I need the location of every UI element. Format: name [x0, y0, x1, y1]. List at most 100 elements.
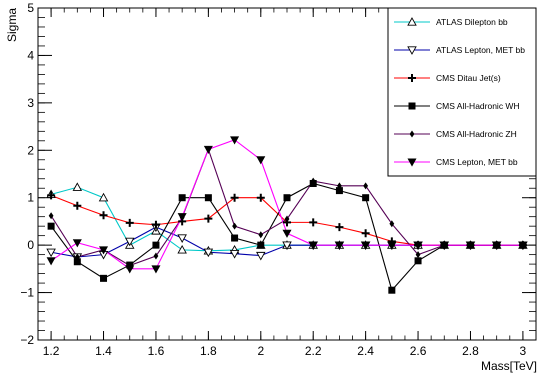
data-point: [48, 212, 54, 220]
y-tick-label: 4: [27, 48, 34, 62]
data-point: [229, 250, 240, 259]
data-point: [256, 156, 266, 165]
data-point: [177, 244, 187, 254]
data-point: [203, 248, 214, 258]
data-point: [387, 241, 397, 250]
data-point: [389, 220, 395, 228]
data-point: [100, 274, 108, 282]
legend-label: CMS All-Hadronic WH: [436, 101, 520, 111]
data-point: [46, 257, 56, 266]
data-point: [413, 241, 423, 250]
data-point: [414, 257, 422, 265]
data-point: [230, 193, 239, 202]
x-tick-label: 1.8: [200, 344, 217, 358]
legend-marker: [407, 17, 417, 26]
data-point: [335, 187, 343, 195]
data-point: [177, 213, 187, 222]
data-point: [308, 241, 318, 250]
data-point: [335, 223, 344, 232]
y-tick-label: 1: [27, 191, 34, 205]
data-point: [362, 194, 370, 202]
data-point: [73, 258, 81, 266]
data-point: [256, 251, 266, 261]
data-point: [337, 182, 342, 190]
data-point: [231, 234, 239, 242]
y-tick-label: 3: [27, 96, 34, 110]
data-point: [415, 251, 421, 259]
data-point: [283, 194, 291, 202]
x-tick-label: 2.8: [462, 344, 479, 358]
data-point: [361, 229, 370, 238]
data-point: [256, 193, 265, 202]
data-point: [99, 211, 108, 220]
data-point: [73, 201, 82, 210]
legend-label: CMS Lepton, MET bb: [436, 157, 518, 167]
legend-marker: [409, 130, 415, 138]
y-axis-title: Sigma: [5, 8, 19, 42]
data-point: [310, 177, 316, 185]
legend-marker: [408, 74, 416, 82]
data-point: [152, 241, 160, 249]
legend-item: CMS All-Hadronic ZH: [394, 129, 517, 139]
data-point: [46, 248, 56, 258]
x-tick-label: 2: [257, 344, 264, 358]
x-axis-title: Mass[TeV]: [481, 359, 537, 373]
data-point: [439, 241, 449, 250]
y-tick-label: 0: [27, 238, 34, 252]
data-point: [465, 241, 475, 250]
data-point: [334, 241, 344, 250]
plot-area: [46, 136, 528, 294]
legend-marker: [407, 46, 417, 55]
data-point: [74, 253, 80, 261]
x-tick-label: 1.6: [148, 344, 165, 358]
legend-label: CMS Ditau Jet(s): [436, 73, 501, 83]
data-point: [177, 234, 187, 243]
data-point: [282, 241, 292, 251]
data-point: [72, 239, 82, 248]
data-point: [204, 194, 212, 202]
legend-item: CMS Ditau Jet(s): [394, 73, 501, 83]
data-point: [151, 220, 160, 229]
data-point: [153, 252, 159, 260]
legend-item: ATLAS Lepton, MET bb: [394, 45, 525, 55]
y-tick-label: 2: [27, 143, 34, 157]
data-point: [203, 145, 213, 154]
x-tick-label: 2.6: [410, 344, 427, 358]
legend-box: [387, 7, 537, 177]
legend-item: CMS Lepton, MET bb: [394, 157, 518, 167]
data-point: [125, 218, 134, 227]
data-point: [363, 182, 369, 190]
data-point: [99, 246, 109, 255]
legend-item: CMS All-Hadronic WH: [394, 101, 520, 111]
legend-label: ATLAS Dilepton bb: [436, 17, 508, 27]
legend-item: ATLAS Dilepton bb: [394, 17, 508, 27]
data-point: [230, 136, 240, 145]
x-tick-label: 2.4: [357, 344, 374, 358]
data-point: [361, 241, 371, 250]
data-point: [388, 286, 396, 294]
data-point: [309, 218, 318, 227]
x-tick-label: 2.2: [305, 344, 322, 358]
data-point: [282, 229, 292, 238]
data-point: [125, 265, 135, 274]
y-tick-label: 5: [27, 1, 34, 15]
data-point: [98, 192, 109, 202]
x-tick-label: 3: [520, 344, 527, 358]
legend-label: ATLAS Lepton, MET bb: [436, 45, 525, 55]
x-tick-label: 1.4: [95, 344, 112, 358]
data-point: [232, 222, 237, 230]
data-point: [492, 241, 502, 250]
data-point: [284, 215, 290, 223]
y-tick-label: −1: [20, 286, 34, 300]
data-point: [178, 194, 186, 202]
data-point: [204, 214, 213, 223]
data-point: [124, 237, 135, 247]
data-point: [258, 231, 264, 239]
data-point: [151, 265, 161, 274]
x-tick-label: 1.2: [43, 344, 60, 358]
legend-label: CMS All-Hadronic ZH: [436, 129, 517, 139]
data-point: [47, 222, 55, 230]
legend: ATLAS Dilepton bb ATLAS Lepton, MET bb CMS…: [387, 7, 537, 177]
series-markers-5: [46, 136, 528, 274]
